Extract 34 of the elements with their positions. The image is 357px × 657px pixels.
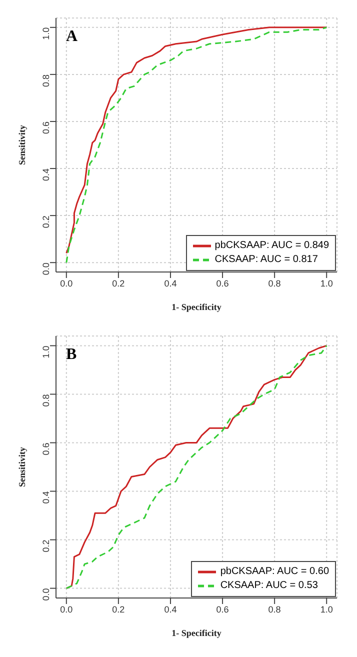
- y-tick-label: 0.8: [41, 394, 52, 407]
- y-tick-label: 1.0: [41, 346, 52, 358]
- x-tick-label: 0.4: [164, 278, 177, 288]
- y-axis-title: Sensitivity: [17, 446, 28, 488]
- x-tick-label: 0.0: [60, 604, 73, 614]
- text: A: [66, 28, 78, 46]
- x-tick-label: 0.4: [164, 604, 177, 614]
- y-tick-label: 1.0: [41, 27, 52, 40]
- y-tick-label: 0.2: [41, 216, 52, 228]
- legend-label: CKSAAP: AUC = 0.817: [214, 253, 318, 267]
- y-tick-label: 0.0: [41, 588, 52, 601]
- y-tick-label: 0.4: [41, 168, 52, 182]
- x-tick-label: 1.0: [320, 278, 333, 288]
- x-tick-label: 0.8: [268, 278, 281, 288]
- legend-label: CKSAAP: AUC = 0.53: [220, 579, 318, 593]
- x-tick-label: 0.2: [112, 278, 125, 288]
- legend-label: pbCKSAAP: AUC = 0.60: [220, 565, 329, 579]
- x-tick-label: 0.2: [112, 604, 125, 614]
- y-tick-label: 0.6: [41, 121, 52, 134]
- y-axis-title: Sensitivity: [17, 124, 28, 166]
- x-tick-label: 0.6: [216, 604, 229, 614]
- text: B: [66, 346, 77, 364]
- x-tick-label: 0.0: [60, 278, 73, 288]
- y-tick-label: 0.6: [41, 442, 52, 456]
- legend-label: pbCKSAAP: AUC = 0.849: [214, 239, 329, 253]
- y-tick-label: 0.0: [41, 262, 52, 276]
- y-tick-label: 0.8: [41, 74, 52, 87]
- x-tick-label: 0.6: [216, 278, 229, 288]
- x-axis-title: 1- Specificity: [172, 628, 222, 638]
- y-tick-label: 0.2: [41, 540, 52, 552]
- x-axis-title: 1- Specificity: [172, 302, 222, 312]
- y-tick-label: 0.4: [41, 491, 52, 504]
- x-tick-label: 0.8: [268, 604, 281, 614]
- x-tick-label: 1.0: [320, 604, 333, 614]
